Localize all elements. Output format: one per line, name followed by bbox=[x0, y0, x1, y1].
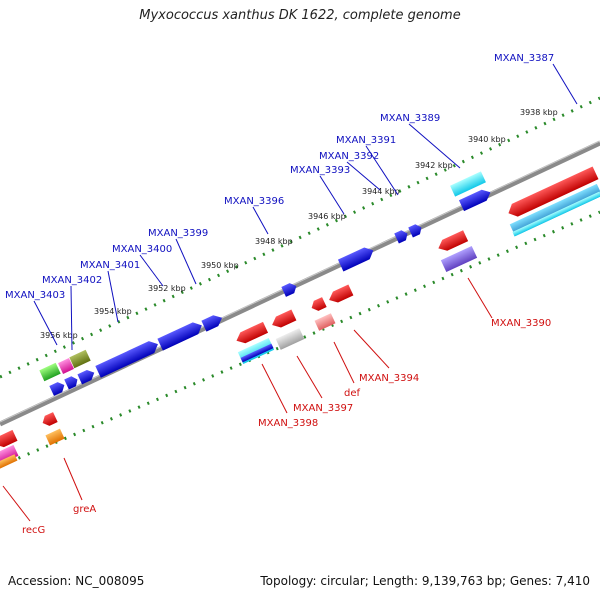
leader-line bbox=[107, 270, 119, 323]
leader-line bbox=[296, 355, 323, 399]
leader-line bbox=[333, 341, 355, 384]
gene-feature[interactable] bbox=[314, 313, 336, 331]
leader-line bbox=[261, 363, 288, 414]
gene-label-forward[interactable]: MXAN_3389 bbox=[380, 113, 440, 124]
gene-feature[interactable] bbox=[39, 362, 61, 382]
scale-tick-label: 3956 kbp bbox=[40, 331, 78, 340]
gene-feature[interactable] bbox=[58, 358, 74, 374]
leader-line bbox=[2, 485, 31, 522]
leader-line bbox=[408, 123, 461, 169]
gene-feature[interactable] bbox=[327, 284, 354, 306]
gene-label-forward[interactable]: MXAN_3402 bbox=[42, 275, 102, 286]
genome-summary-text: Topology: circular; Length: 9,139,763 bp… bbox=[260, 574, 590, 588]
gene-feature[interactable] bbox=[458, 187, 493, 212]
leader-line bbox=[252, 206, 269, 235]
gene-feature[interactable] bbox=[64, 374, 80, 390]
scale-tick-label: 3954 kbp bbox=[94, 307, 132, 316]
scale-tick-label: 3944 kbp bbox=[362, 187, 400, 196]
scale-tick-label: 3946 kbp bbox=[308, 212, 346, 221]
gene-feature[interactable] bbox=[234, 321, 269, 346]
genome-backbone bbox=[0, 140, 600, 427]
gene-feature[interactable] bbox=[436, 230, 469, 254]
gene-feature[interactable] bbox=[157, 319, 204, 351]
leader-line bbox=[353, 329, 390, 369]
gene-label-reverse[interactable]: MXAN_3397 bbox=[293, 403, 353, 414]
gene-feature[interactable] bbox=[281, 281, 298, 297]
gene-feature[interactable] bbox=[77, 368, 96, 385]
gene-label-reverse[interactable]: MXAN_3398 bbox=[258, 418, 318, 429]
leader-line bbox=[70, 285, 73, 351]
leader-line bbox=[175, 238, 197, 285]
gene-feature[interactable] bbox=[201, 312, 224, 332]
gene-feature[interactable] bbox=[337, 245, 376, 272]
gene-feature[interactable] bbox=[40, 412, 58, 428]
scale-tick-label: 3952 kbp bbox=[148, 284, 186, 293]
gene-feature[interactable] bbox=[394, 228, 410, 244]
scale-ticks: 3956 kbp 3954 kbp 3952 kbp 3950 kbp 3948 kbp… bbox=[40, 108, 558, 340]
gene-label-reverse[interactable]: recG bbox=[22, 525, 45, 536]
leader-line bbox=[139, 254, 164, 287]
leader-line bbox=[467, 277, 493, 319]
gene-feature[interactable] bbox=[0, 444, 19, 466]
gene-label-forward[interactable]: MXAN_3393 bbox=[290, 165, 350, 176]
gene-feature[interactable] bbox=[506, 166, 599, 219]
gene-label-reverse[interactable]: greA bbox=[73, 504, 96, 515]
gene-feature[interactable] bbox=[45, 428, 65, 446]
gene-label-forward[interactable]: MXAN_3401 bbox=[80, 260, 140, 271]
gene-feature[interactable] bbox=[408, 222, 424, 238]
gene-feature[interactable] bbox=[69, 349, 91, 369]
label-leader-lines bbox=[2, 63, 578, 522]
gene-label-forward[interactable]: MXAN_3396 bbox=[224, 196, 284, 207]
accession-text: Accession: NC_008095 bbox=[8, 574, 145, 588]
map-title: Myxococcus xanthus DK 1622, complete gen… bbox=[139, 8, 461, 23]
gene-feature[interactable] bbox=[450, 171, 486, 197]
scale-tick-label: 3948 kbp bbox=[255, 237, 293, 246]
gene-features bbox=[0, 166, 600, 470]
gene-labels: MXAN_3403 MXAN_3402 MXAN_3401 MXAN_3400 MXAN… bbox=[5, 53, 554, 536]
gene-feature[interactable] bbox=[275, 328, 305, 350]
gene-label-reverse[interactable]: def bbox=[344, 388, 361, 399]
gene-feature[interactable] bbox=[0, 429, 18, 450]
gene-feature[interactable] bbox=[95, 338, 160, 378]
leader-line bbox=[346, 161, 381, 191]
gene-feature[interactable] bbox=[49, 380, 66, 396]
gene-feature[interactable] bbox=[270, 309, 297, 331]
gene-label-forward[interactable]: MXAN_3391 bbox=[336, 135, 396, 146]
gene-label-reverse[interactable]: MXAN_3394 bbox=[359, 373, 419, 384]
gene-label-forward[interactable]: MXAN_3399 bbox=[148, 228, 208, 239]
gene-feature[interactable] bbox=[512, 191, 600, 237]
gene-label-forward[interactable]: MXAN_3392 bbox=[319, 151, 379, 162]
gene-label-forward[interactable]: MXAN_3403 bbox=[5, 290, 65, 301]
scale-tick-label: 3940 kbp bbox=[468, 135, 506, 144]
scale-tick-label: 3942 kbp bbox=[415, 161, 453, 170]
gene-label-forward[interactable]: MXAN_3400 bbox=[112, 244, 172, 255]
gene-label-reverse[interactable]: MXAN_3390 bbox=[491, 318, 551, 329]
gene-feature[interactable] bbox=[309, 297, 327, 313]
gene-feature[interactable] bbox=[0, 454, 18, 470]
leader-line bbox=[552, 63, 578, 105]
leader-line bbox=[63, 457, 83, 501]
leader-line bbox=[319, 175, 345, 215]
gene-feature[interactable] bbox=[240, 343, 274, 363]
outer-ruler-line bbox=[0, 96, 600, 379]
scale-tick-label: 3938 kbp bbox=[520, 108, 558, 117]
scale-tick-label: 3950 kbp bbox=[201, 261, 239, 270]
gene-label-forward[interactable]: MXAN_3387 bbox=[494, 53, 554, 64]
gene-feature[interactable] bbox=[440, 245, 478, 273]
leader-line bbox=[33, 300, 58, 346]
leader-line bbox=[365, 145, 399, 196]
